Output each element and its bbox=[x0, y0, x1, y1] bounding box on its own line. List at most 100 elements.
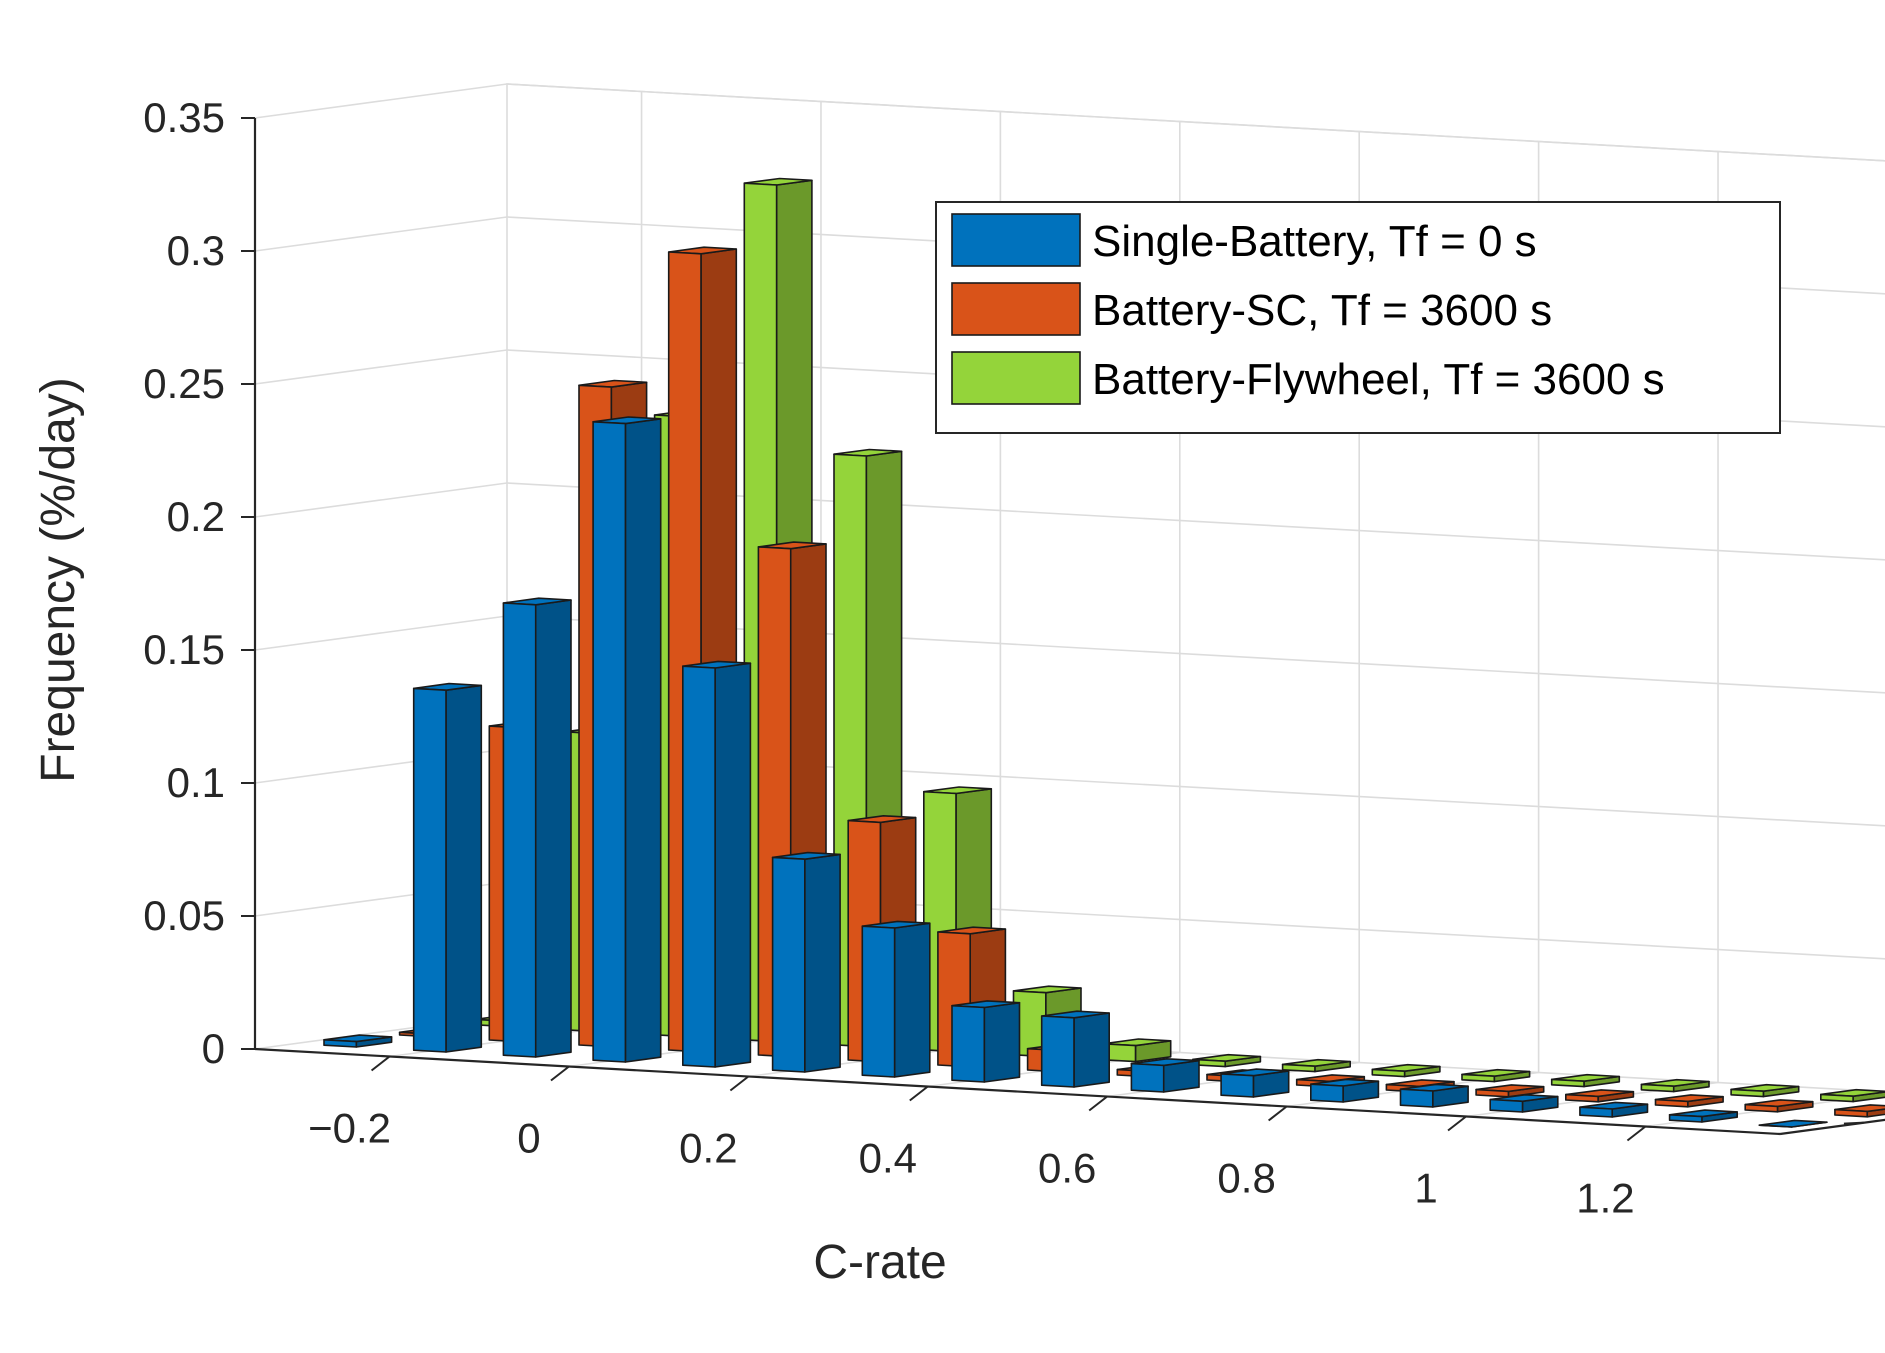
bar bbox=[1281, 1058, 1351, 1073]
bar-front bbox=[502, 602, 537, 1058]
bar bbox=[1489, 1094, 1559, 1113]
bar bbox=[1565, 1089, 1635, 1103]
y-tick-label: 0.2 bbox=[167, 493, 225, 540]
bar bbox=[1192, 1053, 1262, 1068]
x-tick-mark bbox=[729, 1075, 749, 1092]
y-tick-label: 0.25 bbox=[143, 360, 225, 407]
legend-swatch bbox=[951, 282, 1081, 336]
depth-tick bbox=[1843, 1121, 1864, 1125]
y-tick-label: 0.3 bbox=[167, 227, 225, 274]
bar bbox=[1461, 1068, 1531, 1083]
bar bbox=[951, 1000, 1021, 1083]
x-axis-label: C-rate bbox=[813, 1236, 946, 1289]
bar-front bbox=[1489, 1098, 1524, 1113]
bar bbox=[1399, 1083, 1469, 1108]
bar bbox=[1102, 1038, 1172, 1063]
bar-front bbox=[771, 856, 806, 1073]
bar-front bbox=[1668, 1114, 1703, 1123]
bar-front bbox=[1654, 1098, 1689, 1108]
bar bbox=[861, 920, 931, 1078]
grid-line-y-side bbox=[254, 349, 508, 385]
x-tick-label: −0.2 bbox=[308, 1105, 391, 1152]
bar bbox=[1310, 1078, 1380, 1103]
grid-line-y bbox=[506, 83, 1885, 162]
x-tick-label: 0.6 bbox=[1038, 1145, 1096, 1192]
bar-front bbox=[1565, 1093, 1599, 1103]
x-tick-label: 1.2 bbox=[1576, 1175, 1634, 1222]
bar bbox=[1730, 1083, 1800, 1098]
grid-line-y-side bbox=[254, 482, 508, 518]
bar bbox=[1758, 1119, 1828, 1128]
bar-side bbox=[624, 417, 662, 1063]
legend: Single-Battery, Tf = 0 s Battery-SC, Tf =… bbox=[935, 201, 1781, 434]
bar-side bbox=[714, 662, 752, 1068]
bar bbox=[502, 597, 572, 1058]
bar-front bbox=[1730, 1088, 1765, 1098]
grid-line-y-side bbox=[254, 83, 508, 119]
bar-front bbox=[1744, 1103, 1779, 1113]
x-tick-mark bbox=[1626, 1125, 1647, 1142]
bar-side bbox=[803, 853, 841, 1073]
bar-front bbox=[1461, 1073, 1496, 1083]
bar-front bbox=[412, 687, 447, 1053]
bar bbox=[771, 851, 841, 1073]
bar-front bbox=[1550, 1078, 1585, 1088]
bar-side bbox=[534, 599, 572, 1058]
x-tick-mark bbox=[1268, 1105, 1288, 1122]
axes bbox=[253, 118, 1885, 1136]
bar-front bbox=[1130, 1062, 1165, 1093]
bar-front bbox=[1040, 1015, 1075, 1088]
x-tick-label: 1 bbox=[1414, 1165, 1437, 1212]
bar bbox=[1834, 1104, 1885, 1118]
bar bbox=[1475, 1084, 1545, 1098]
x-tick-mark bbox=[909, 1085, 929, 1102]
bar bbox=[1371, 1063, 1441, 1078]
y-tick-label: 0.15 bbox=[143, 626, 225, 673]
bar bbox=[1744, 1099, 1814, 1113]
x-tick-mark bbox=[1088, 1095, 1108, 1112]
grid-line-y-side bbox=[254, 216, 508, 252]
bar-side bbox=[445, 684, 483, 1053]
x-tick-label: 0.2 bbox=[679, 1125, 737, 1172]
bar bbox=[681, 660, 752, 1068]
bar-front bbox=[951, 1004, 986, 1083]
y-tick-label: 0.1 bbox=[167, 759, 225, 806]
bar-front bbox=[1310, 1083, 1344, 1103]
bar-front bbox=[1399, 1088, 1434, 1108]
bar-front bbox=[592, 420, 627, 1063]
x-tick-mark bbox=[370, 1055, 391, 1072]
legend-label: Single-Battery, Tf = 0 s bbox=[1092, 217, 1537, 266]
bar-front bbox=[1475, 1088, 1510, 1098]
bar-front bbox=[1371, 1068, 1406, 1078]
bar-front bbox=[1758, 1124, 1793, 1128]
x-axis-line bbox=[254, 1047, 1781, 1136]
bar bbox=[1820, 1088, 1885, 1103]
x-tick-label: 0 bbox=[517, 1115, 540, 1162]
bar bbox=[1040, 1010, 1110, 1088]
bar-front bbox=[681, 665, 716, 1068]
bar bbox=[1130, 1058, 1200, 1093]
x-tick-mark bbox=[550, 1065, 570, 1082]
bar-front bbox=[1834, 1108, 1868, 1118]
y-tick-label: 0.05 bbox=[143, 892, 225, 939]
y-tick-label: 0.35 bbox=[143, 94, 225, 141]
legend-label: Battery-SC, Tf = 3600 s bbox=[1092, 286, 1552, 335]
y-axis-label: Frequency (%/day) bbox=[32, 377, 85, 783]
bar-side bbox=[893, 922, 931, 1078]
bar-front bbox=[1281, 1063, 1316, 1073]
bar-front bbox=[1640, 1083, 1675, 1093]
bar-front bbox=[1820, 1093, 1854, 1103]
bars bbox=[323, 177, 1885, 1128]
bar-side bbox=[983, 1001, 1021, 1083]
legend-swatch bbox=[951, 213, 1081, 267]
bar bbox=[1579, 1101, 1649, 1118]
bar bbox=[1654, 1094, 1724, 1108]
legend-swatch bbox=[951, 351, 1081, 405]
x-tick-label: 0.8 bbox=[1217, 1155, 1275, 1202]
bar bbox=[1640, 1078, 1710, 1093]
bar bbox=[323, 1034, 393, 1048]
bar-front bbox=[1220, 1073, 1255, 1098]
bar-front bbox=[861, 925, 896, 1078]
bar bbox=[1668, 1109, 1738, 1123]
bar-front bbox=[323, 1039, 358, 1048]
